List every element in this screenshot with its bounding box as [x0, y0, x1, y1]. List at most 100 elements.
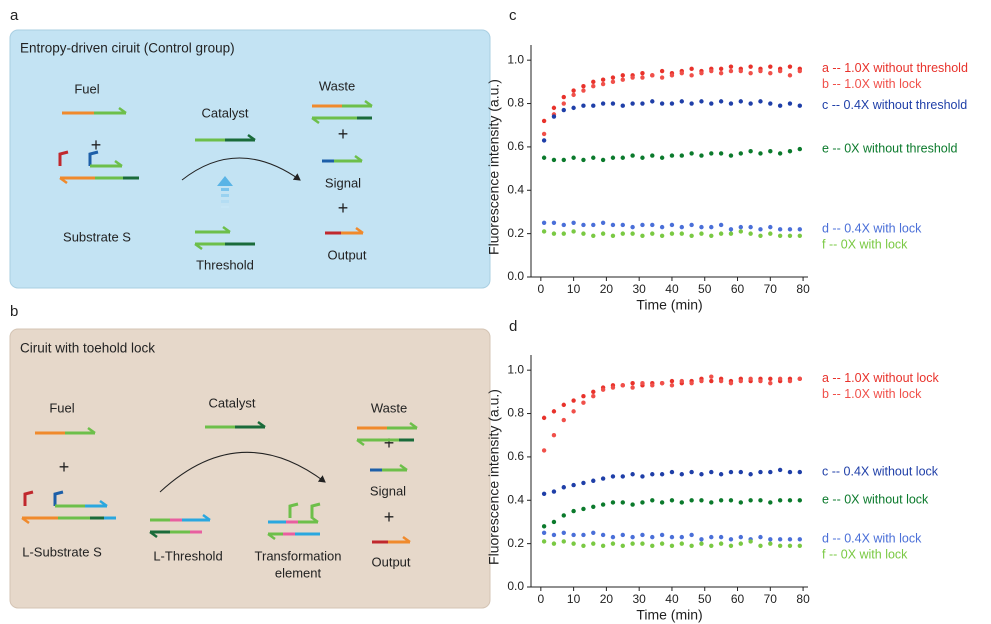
- point: [600, 157, 606, 163]
- point: [541, 491, 547, 496]
- label: L-Threshold: [153, 548, 222, 563]
- panel-box: [9, 328, 491, 609]
- x-tick-label: 20: [600, 282, 614, 296]
- point: [797, 103, 803, 108]
- point: [630, 101, 635, 106]
- x-tick-label: 80: [796, 282, 810, 296]
- point: [571, 532, 576, 538]
- x-axis-title: Time (min): [636, 297, 702, 313]
- point: [748, 64, 753, 69]
- point: [630, 541, 635, 546]
- point: [768, 64, 773, 69]
- dna-arrowhead: [149, 530, 158, 539]
- point: [650, 231, 655, 236]
- point: [709, 233, 714, 239]
- point: [699, 378, 704, 384]
- legend-label: e -- 0X without lock: [822, 493, 929, 507]
- point: [679, 378, 684, 384]
- series: [541, 99, 803, 143]
- point: [768, 469, 773, 475]
- point: [797, 233, 803, 239]
- x-tick-label: 0: [537, 282, 544, 296]
- point: [738, 224, 743, 230]
- point: [758, 99, 763, 104]
- point: [797, 537, 803, 542]
- point: [659, 233, 665, 239]
- legend-label: b -- 1.0X with lock: [822, 387, 922, 401]
- point: [738, 534, 743, 540]
- point: [709, 374, 714, 379]
- point: [650, 472, 655, 477]
- y-axis-title: Fluorescence intensity (a.u.): [486, 389, 502, 565]
- point: [679, 500, 684, 505]
- point: [620, 231, 625, 236]
- point: [581, 506, 586, 512]
- point: [718, 231, 724, 236]
- point: [551, 231, 557, 236]
- reaction-arrow: [181, 157, 301, 181]
- point: [777, 103, 783, 108]
- plus: +: [384, 507, 395, 527]
- point: [669, 543, 675, 549]
- label: Waste: [319, 78, 355, 93]
- point: [591, 541, 596, 546]
- point: [728, 231, 734, 236]
- point: [610, 474, 616, 479]
- series: [541, 229, 803, 239]
- dna-arrowhead: [311, 116, 320, 125]
- point: [581, 222, 586, 228]
- point: [758, 68, 763, 74]
- point: [659, 101, 665, 106]
- point: [620, 155, 625, 160]
- dna-arrowhead: [194, 242, 203, 251]
- point: [718, 534, 724, 540]
- point: [669, 383, 675, 388]
- point: [541, 415, 547, 421]
- y-tick-label: 1.0: [507, 362, 524, 376]
- point: [640, 75, 645, 80]
- point: [551, 519, 557, 525]
- point: [738, 541, 743, 546]
- point: [610, 222, 616, 228]
- legend-label: c -- 0.4X without threshold: [822, 98, 967, 112]
- point: [669, 534, 675, 540]
- dna-arrowhead: [222, 225, 231, 234]
- x-tick-label: 40: [665, 592, 679, 606]
- point: [787, 543, 793, 549]
- point: [787, 101, 793, 106]
- y-axis-title: Fluorescence intensity (a.u.): [486, 79, 502, 255]
- point: [659, 224, 665, 230]
- x-axis-title: Time (min): [636, 607, 702, 623]
- panel-title: Entropy-driven ciruit (Control group): [20, 41, 235, 56]
- point: [581, 480, 586, 486]
- point: [591, 233, 596, 239]
- series: [541, 467, 803, 496]
- dna-hook: [58, 150, 69, 166]
- point: [640, 541, 645, 546]
- dna-arrowhead: [364, 99, 373, 108]
- point: [620, 103, 625, 108]
- plus: +: [59, 457, 70, 477]
- point: [591, 504, 596, 509]
- label: Threshold: [196, 257, 254, 272]
- point: [689, 380, 694, 386]
- point: [571, 220, 576, 225]
- point: [738, 378, 743, 384]
- point: [768, 231, 773, 236]
- point: [591, 393, 596, 399]
- point: [581, 231, 586, 236]
- point: [679, 99, 684, 104]
- point: [669, 231, 675, 236]
- point: [748, 224, 753, 230]
- dna-arrowhead: [247, 133, 256, 142]
- point: [689, 151, 694, 156]
- point: [620, 543, 625, 549]
- point: [620, 500, 625, 505]
- dna-arrowhead: [356, 438, 365, 447]
- point: [728, 543, 734, 549]
- panel-letter: b: [10, 303, 18, 320]
- point: [571, 541, 576, 546]
- point: [738, 469, 743, 475]
- point: [689, 101, 694, 106]
- label: Catalyst: [202, 105, 249, 120]
